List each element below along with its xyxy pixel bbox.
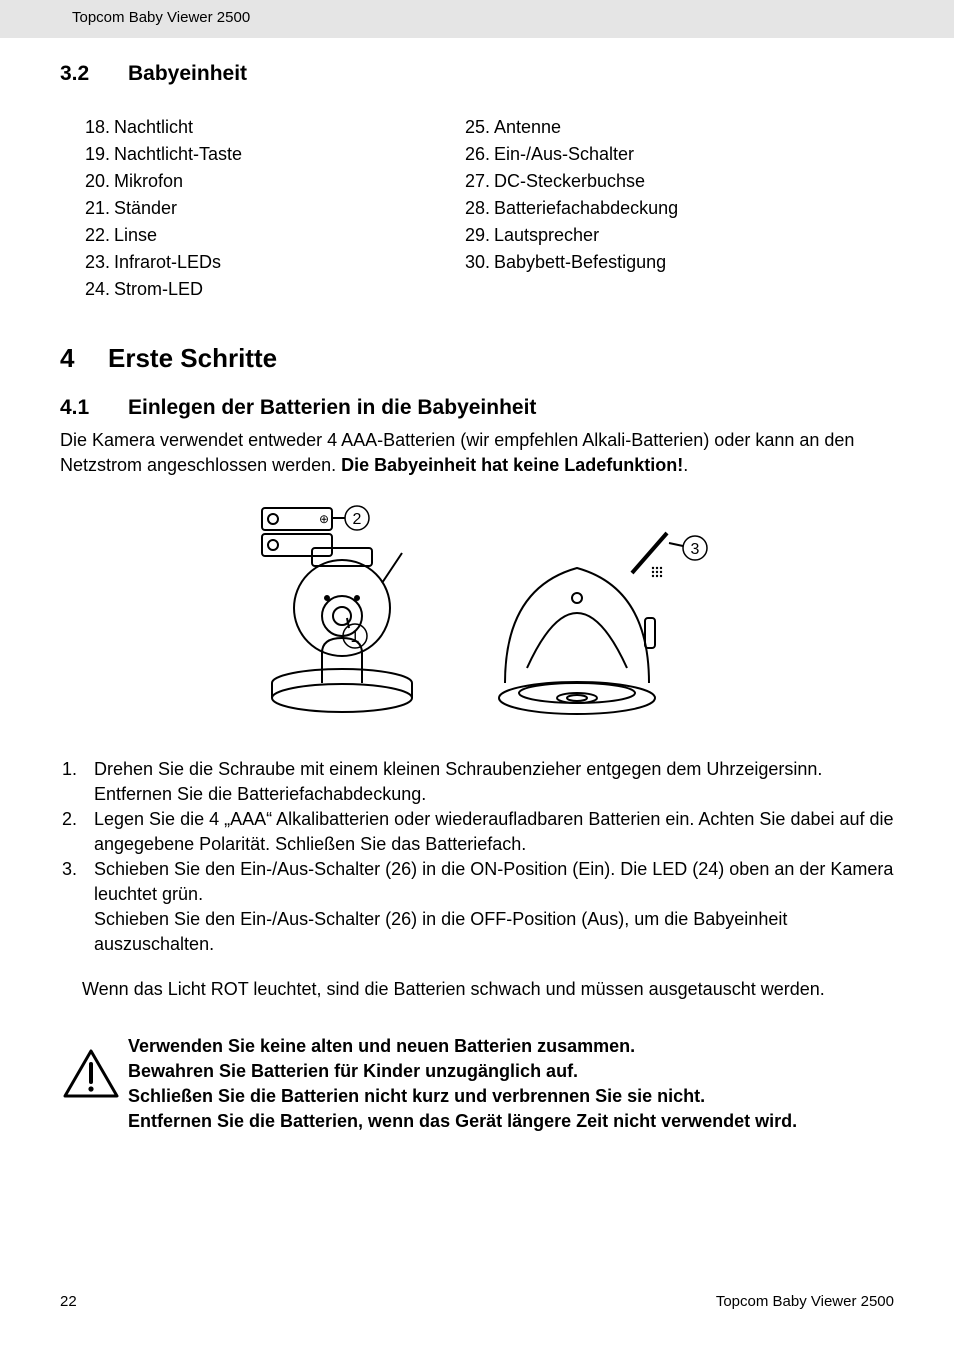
list-item: 21.Ständer (80, 195, 460, 222)
heading-4-number: 4 (60, 343, 108, 374)
page-number: 22 (60, 1293, 77, 1310)
heading-4-1-title: Einlegen der Batterien in die Babyeinhei… (128, 396, 536, 419)
heading-4-title: Erste Schritte (108, 343, 277, 373)
list-item: 19.Nachtlicht-Taste (80, 141, 460, 168)
callout-1-label: 1 (351, 629, 360, 646)
heading-4: 4Erste Schritte (60, 343, 894, 374)
intro-bold: Die Babyeinheit hat keine Ladefunktion! (341, 455, 683, 475)
warning-line: Verwenden Sie keine alten und neuen Batt… (128, 1034, 894, 1059)
list-item: 26.Ein-/Aus-Schalter (460, 141, 894, 168)
svg-text:⊕: ⊕ (319, 512, 329, 526)
parts-list-right-column: 25.Antenne 26.Ein-/Aus-Schalter 27.DC-St… (460, 114, 894, 303)
list-item: 23.Infrarot-LEDs (80, 249, 460, 276)
list-item: 20.Mikrofon (80, 168, 460, 195)
list-item: 25.Antenne (460, 114, 894, 141)
figure-svg: ⊕ 2 1 (227, 498, 727, 728)
heading-4-1: 4.1Einlegen der Batterien in die Babyein… (60, 396, 894, 420)
list-item: 30.Babybett-Befestigung (460, 249, 894, 276)
section-3-2: 3.2Babyeinheit 18.Nachtlicht 19.Nachtlic… (60, 62, 894, 303)
list-item: 28.Batteriefachabdeckung (460, 195, 894, 222)
footer-product-name: Topcom Baby Viewer 2500 (716, 1293, 894, 1310)
list-item: 27.DC-Steckerbuchse (460, 168, 894, 195)
warning-text: Verwenden Sie keine alten und neuen Batt… (128, 1034, 894, 1134)
step-item: Legen Sie die 4 „AAA“ Alkalibatterien od… (82, 807, 894, 857)
footer: 22 Topcom Baby Viewer 2500 (60, 1293, 894, 1310)
warning-line: Bewahren Sie Batterien für Kinder unzugä… (128, 1059, 894, 1084)
steps-list: Drehen Sie die Schraube mit einem kleine… (60, 757, 894, 957)
callout-2-label: 2 (353, 511, 362, 528)
heading-4-1-number: 4.1 (60, 396, 128, 420)
header-bar: Topcom Baby Viewer 2500 (0, 0, 954, 38)
intro-tail: . (683, 455, 688, 475)
header-product-name: Topcom Baby Viewer 2500 (72, 9, 250, 26)
warning-block: Verwenden Sie keine alten und neuen Batt… (60, 1034, 894, 1134)
battery-figure: ⊕ 2 1 (60, 498, 894, 733)
intro-paragraph: Die Kamera verwendet entweder 4 AAA-Batt… (60, 428, 894, 478)
step-item: Schieben Sie den Ein-/Aus-Schalter (26) … (82, 857, 894, 957)
parts-list-left-column: 18.Nachtlicht 19.Nachtlicht-Taste 20.Mik… (60, 114, 460, 303)
list-item: 22.Linse (80, 222, 460, 249)
list-item: 18.Nachtlicht (80, 114, 460, 141)
heading-3-2-title: Babyeinheit (128, 62, 247, 85)
list-item: 29.Lautsprecher (460, 222, 894, 249)
step-item: Drehen Sie die Schraube mit einem kleine… (82, 757, 894, 807)
list-item: 24.Strom-LED (80, 276, 460, 303)
heading-3-2: 3.2Babyeinheit (60, 62, 894, 86)
callout-3-label: 3 (691, 541, 700, 558)
warning-icon (60, 1034, 128, 1134)
after-steps-note: Wenn das Licht ROT leuchtet, sind die Ba… (60, 977, 894, 1002)
heading-3-2-number: 3.2 (60, 62, 128, 86)
warning-line: Entfernen Sie die Batterien, wenn das Ge… (128, 1109, 894, 1134)
warning-line: Schließen Sie die Batterien nicht kurz u… (128, 1084, 894, 1109)
